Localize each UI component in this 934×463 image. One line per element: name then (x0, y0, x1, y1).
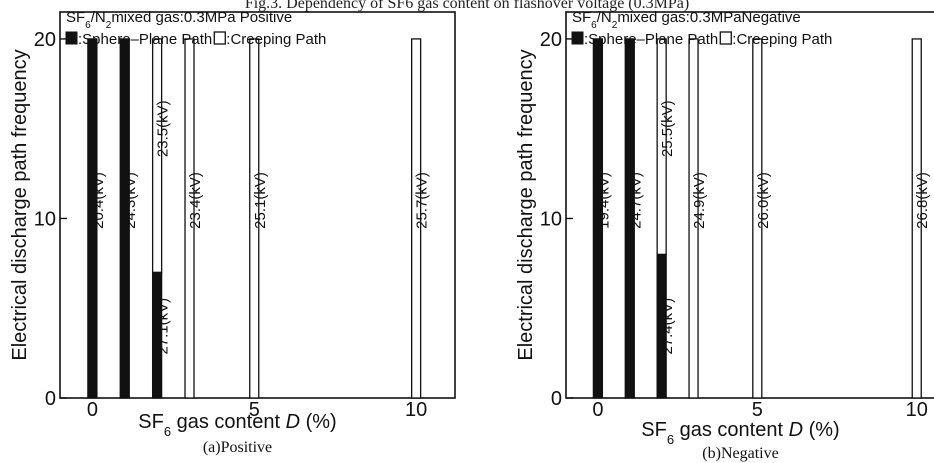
x-tick-label: 5 (249, 399, 260, 421)
y-tick-label: 0 (551, 388, 562, 410)
x-axis-label: SF6 gas content D (%) (641, 419, 839, 447)
panel-caption: (a)Positive (203, 439, 272, 456)
legend-title: SF6/N2mixed gas:0.3MPa Positive (66, 9, 292, 31)
y-tick-label: 20 (540, 29, 562, 51)
y-tick-label: 0 (45, 388, 56, 410)
legend-label-sphere-plane: :Sphere–Plane Path (78, 31, 212, 48)
bar-sphere-plane (87, 38, 98, 399)
bar-voltage-label: 25.7(kV) (414, 172, 431, 229)
legend-label-sphere-plane: :Sphere–Plane Path (584, 31, 718, 48)
legend-swatch-filled (571, 31, 584, 45)
legend-label-creeping: :Creeping Path (732, 31, 832, 48)
bar-creeping (656, 38, 667, 256)
x-tick-label: 5 (752, 399, 763, 421)
bar-voltage-label: 27.4(kV) (659, 298, 676, 355)
plot-frame (565, 11, 934, 399)
bar-voltage-label: 26.8(kV) (914, 172, 931, 229)
x-tick-label: 10 (405, 399, 427, 421)
x-tick-label: 0 (87, 399, 98, 421)
bar-voltage-label: 24.7(kV) (627, 172, 644, 229)
bar-voltage-label: 27.1(kV) (155, 298, 172, 355)
bar-sphere-plane (592, 38, 604, 399)
bar-voltage-label: 25.1(kV) (252, 172, 269, 229)
bar-voltage-label: 23.4(kV) (187, 172, 204, 229)
bar-voltage-label: 26.0(kV) (755, 172, 772, 229)
y-axis-label: Electrical discharge path frequency (9, 49, 31, 360)
panel-positive: 0 10 20 0 5 10 20.4(kV) 24.3(kV) 27.1(kV) 23.5(kV… (9, 9, 456, 456)
figure-title: Fig.3. Dependency of SF6 gas content on … (245, 0, 689, 12)
bar-creeping (184, 38, 195, 399)
y-tick-label: 20 (34, 29, 56, 51)
bar-sphere-plane (624, 38, 635, 399)
legend-label-creeping: :Creeping Path (226, 31, 326, 48)
bar-creeping (688, 38, 699, 399)
x-tick-label: 0 (592, 399, 603, 421)
x-tick-label: 10 (906, 399, 928, 421)
y-axis-label: Electrical discharge path frequency (515, 49, 537, 360)
bar-sphere-plane (119, 38, 130, 399)
legend-swatch-open (719, 31, 732, 45)
y-tick-label: 10 (540, 208, 562, 230)
bar-creeping (410, 38, 422, 399)
x-axis-label: SF6 gas content D (%) (138, 411, 336, 439)
legend-swatch-filled (65, 31, 78, 45)
bar-voltage-label: 24.9(kV) (691, 172, 708, 229)
bar-voltage-label: 24.3(kV) (122, 172, 139, 229)
bar-creeping (752, 38, 763, 399)
bar-voltage-label: 20.4(kV) (90, 172, 107, 229)
bar-voltage-label: 25.5(kV) (659, 100, 676, 157)
bar-creeping (911, 38, 922, 399)
panel-negative: 0 10 20 0 5 10 19.4(kV) 24.7(kV) 27.4(kV) 25.5(kV… (515, 9, 934, 462)
legend-swatch-open (213, 31, 226, 45)
panel-caption: (b)Negative (702, 445, 778, 462)
bar-voltage-label: 19.4(kV) (595, 172, 612, 229)
legend-title: SF6/N2mixed gas:0.3MPaNegative (572, 9, 801, 31)
bar-creeping (151, 38, 163, 273)
y-tick-label: 10 (34, 208, 56, 230)
bar-voltage-label: 23.5(kV) (155, 100, 172, 157)
bar-creeping (249, 38, 260, 399)
